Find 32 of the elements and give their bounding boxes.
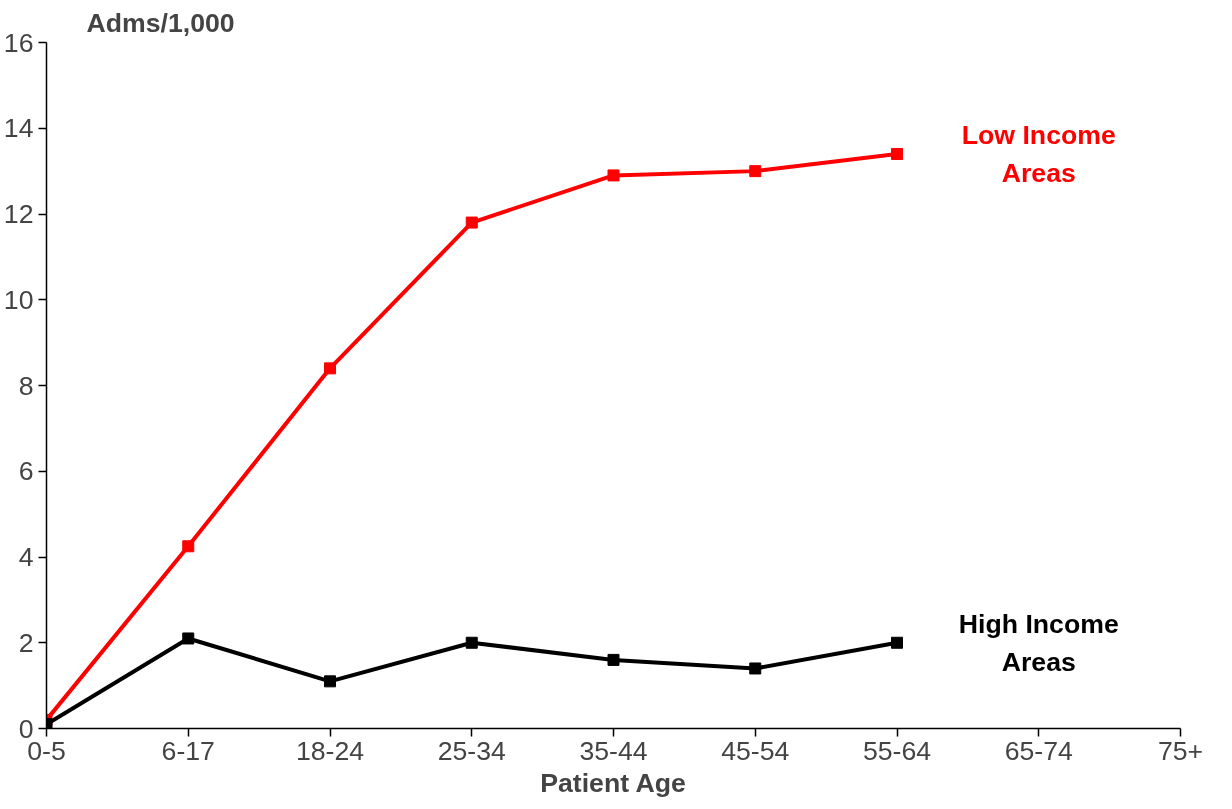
- point: [182, 632, 195, 645]
- y-tick-label: 12: [3, 199, 34, 229]
- y-tick-label: 6: [18, 456, 34, 487]
- x-tick-label: 18-24: [295, 735, 365, 766]
- y-tick-label: 4: [18, 542, 34, 572]
- y-tick-label: 8: [18, 370, 34, 401]
- text: Low Income Areas: [961, 120, 1116, 188]
- text: High Income Areas: [958, 609, 1119, 677]
- point: [607, 653, 620, 666]
- point: [465, 216, 478, 229]
- x-tick-label: 55-64: [862, 735, 932, 766]
- x-axis-title: Patient Age: [540, 767, 686, 798]
- point: [891, 636, 903, 649]
- x-tick-label: 35-44: [579, 735, 648, 766]
- point: [182, 540, 195, 553]
- x-tick-label: 75+: [1157, 735, 1204, 766]
- x-tick-label: 25-34: [437, 735, 507, 766]
- point: [891, 147, 903, 160]
- point: [324, 362, 336, 375]
- x-tick-label: 45-54: [721, 735, 790, 766]
- point: [749, 662, 762, 675]
- point: [324, 675, 336, 688]
- y-tick-label: 2: [18, 627, 34, 658]
- point: [749, 165, 762, 178]
- x-tick-label: 65-74: [1004, 735, 1074, 766]
- y-tick-label: 10: [3, 284, 34, 315]
- y-axis-title: Adms/1,000: [86, 7, 235, 38]
- x-tick-label: 6-17: [161, 735, 215, 766]
- point: [465, 636, 478, 649]
- point: [607, 169, 620, 182]
- y-tick-label: 14: [3, 113, 34, 144]
- y-tick-label: 16: [3, 27, 34, 58]
